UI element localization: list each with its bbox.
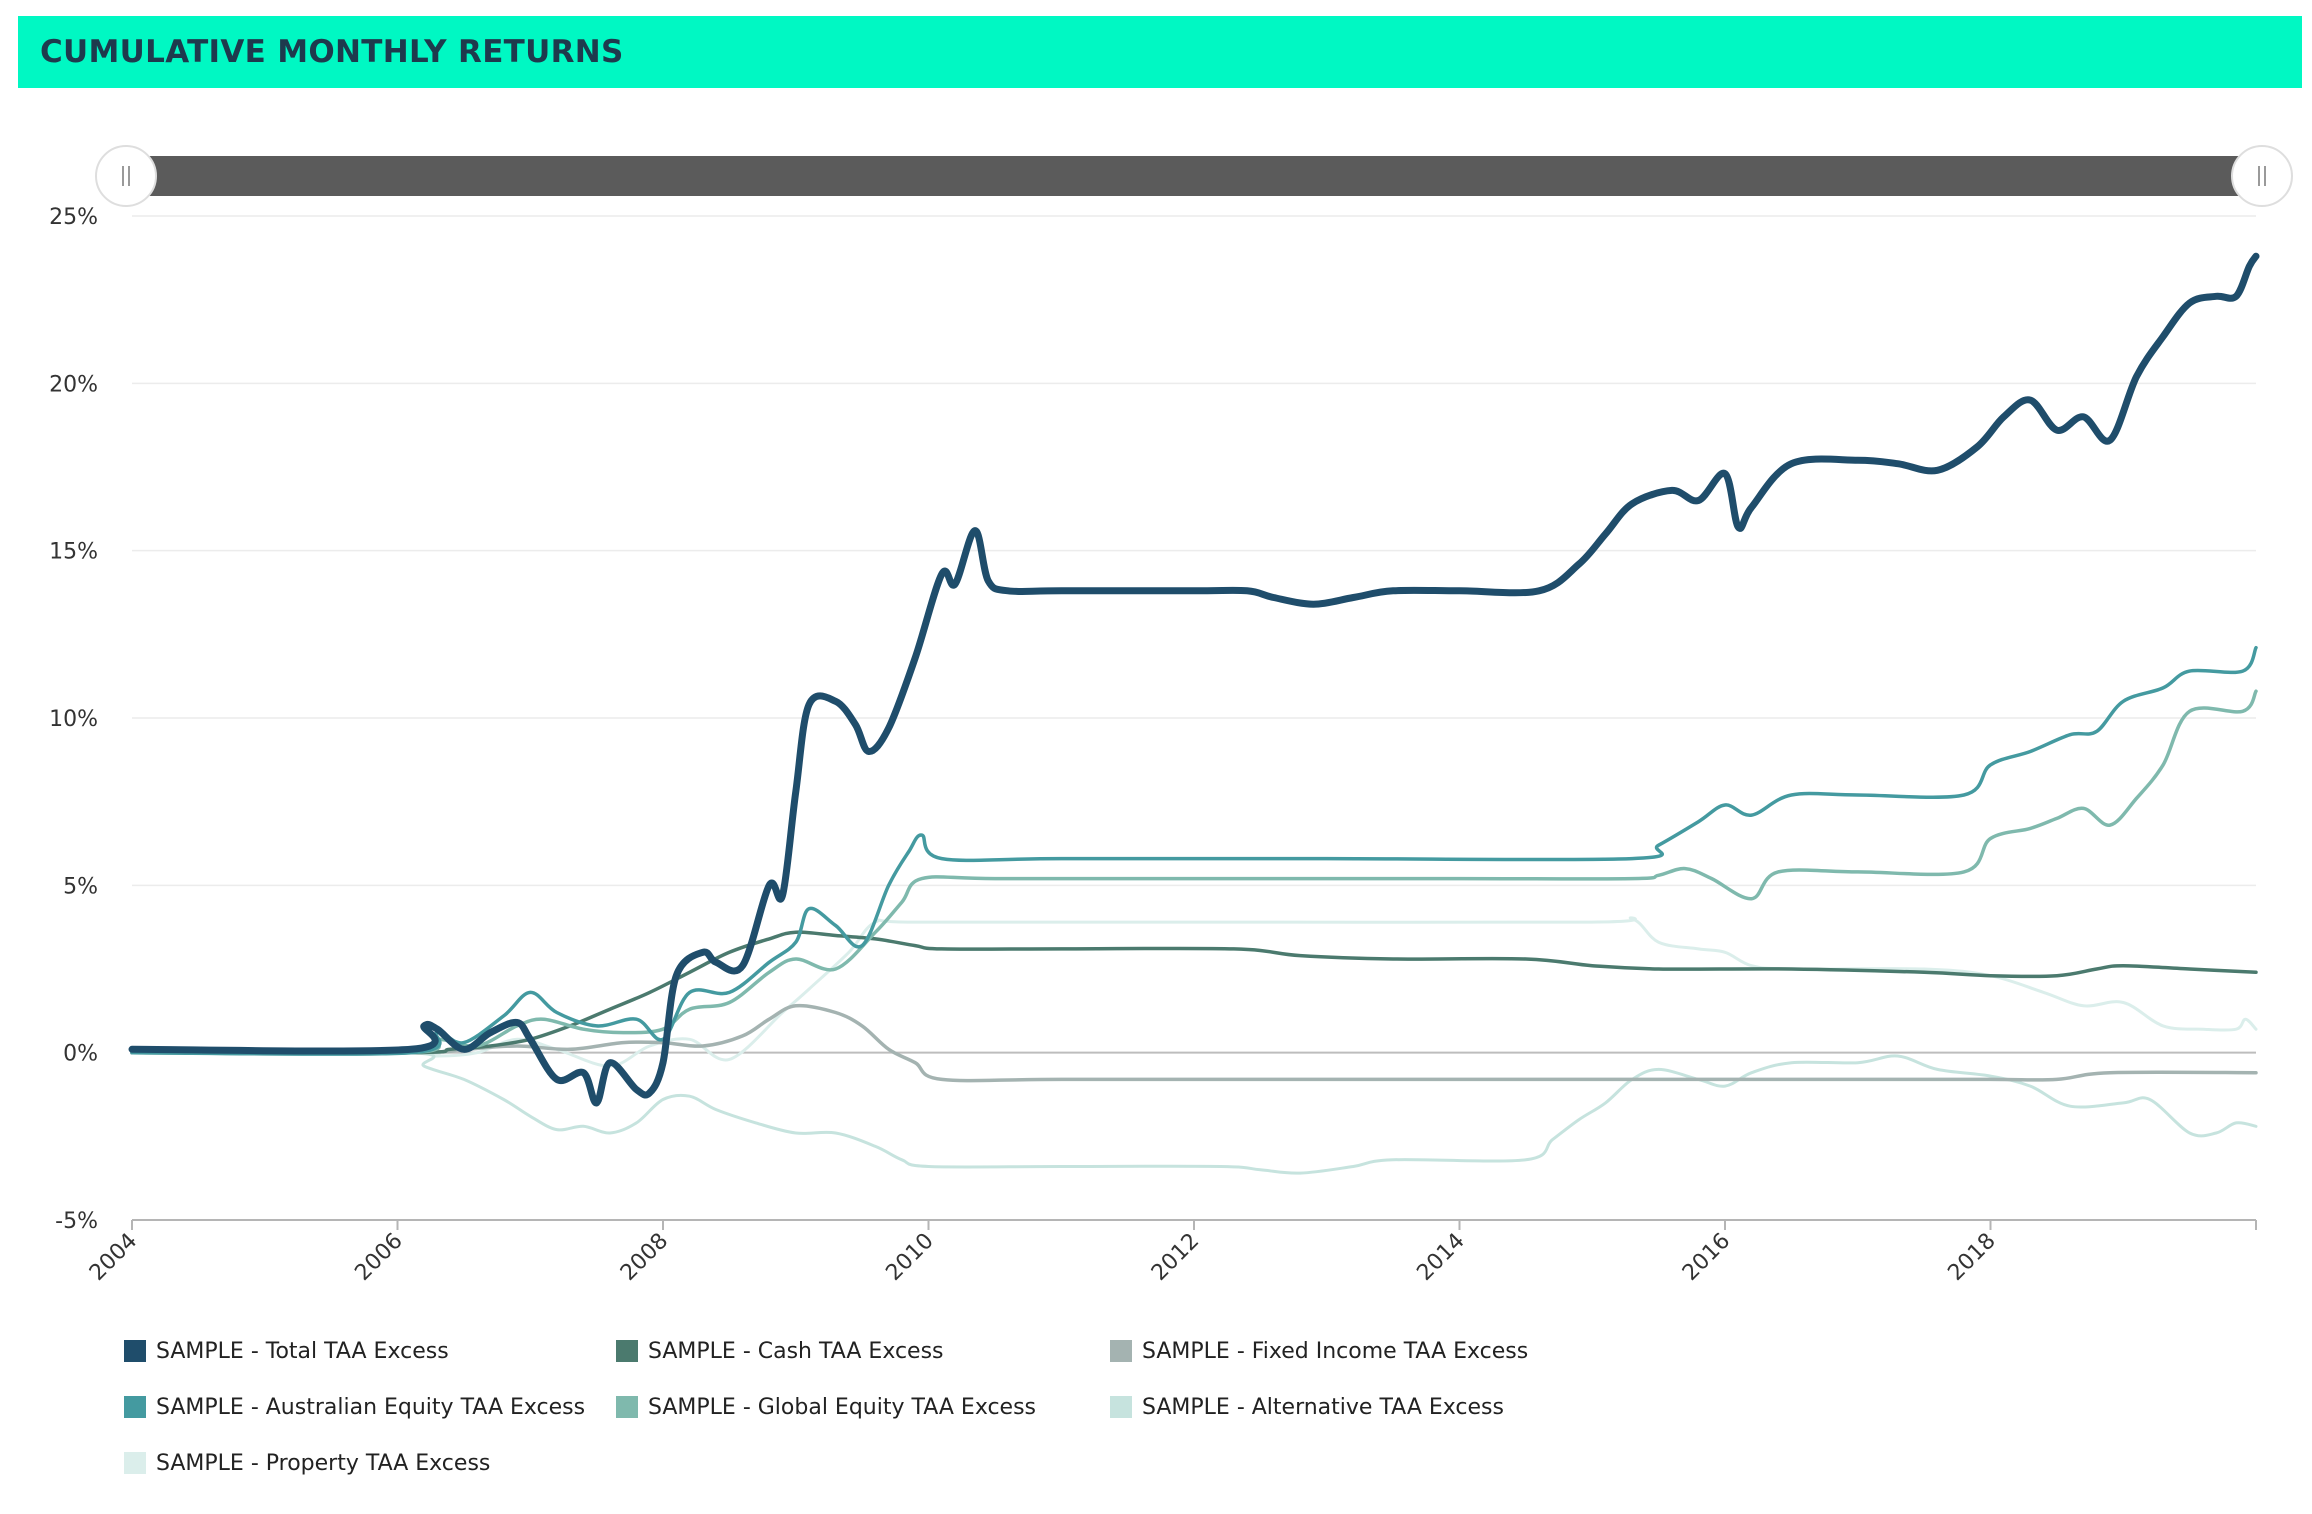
legend-swatch (124, 1452, 146, 1474)
page-title: CUMULATIVE MONTHLY RETURNS (40, 34, 624, 70)
x-tick-label: 2004 (85, 1229, 142, 1286)
range-handle-knob[interactable] (95, 145, 157, 207)
legend-label: SAMPLE - Property TAA Excess (156, 1450, 491, 1476)
legend-label: SAMPLE - Global Equity TAA Excess (648, 1394, 1037, 1420)
legend-item[interactable]: SAMPLE - Fixed Income TAA Excess (1110, 1336, 1528, 1366)
axes: -5% 0% 5% 10% 15% 20% 25% 2004 2006 2008 2010 2012 2… (49, 205, 2257, 1286)
range-navigator[interactable] (95, 145, 2293, 207)
series-line (130, 1003, 2258, 1083)
series-line (130, 1050, 2258, 1175)
y-tick-label: 25% (49, 205, 98, 230)
series-line (130, 645, 2258, 1056)
legend-swatch (124, 1340, 146, 1362)
x-tick-label: 2016 (1678, 1229, 1735, 1286)
series-lines (128, 252, 2260, 1175)
range-navigator-bar[interactable] (128, 156, 2260, 196)
legend: SAMPLE - Total TAA Excess SAMPLE - Cash T… (0, 1320, 2312, 1500)
legend-item[interactable]: SAMPLE - Property TAA Excess (124, 1448, 490, 1478)
legend-label: SAMPLE - Total TAA Excess (156, 1338, 449, 1364)
series-line (130, 930, 2258, 1055)
legend-item[interactable]: SAMPLE - Australian Equity TAA Excess (124, 1392, 585, 1422)
series-line (130, 689, 2258, 1056)
legend-swatch (616, 1340, 638, 1362)
legend-label: SAMPLE - Cash TAA Excess (648, 1338, 944, 1364)
y-tick-label: 5% (63, 874, 98, 899)
legend-label: SAMPLE - Fixed Income TAA Excess (1142, 1338, 1529, 1364)
chart-area: -5% 0% 5% 10% 15% 20% 25% 2004 2006 2008 2010 2012 2… (0, 140, 2312, 1340)
legend-item[interactable]: SAMPLE - Global Equity TAA Excess (616, 1392, 1036, 1422)
legend-swatch (1110, 1340, 1132, 1362)
range-handle-knob[interactable] (2231, 145, 2293, 207)
legend-item[interactable]: SAMPLE - Alternative TAA Excess (1110, 1392, 1504, 1422)
y-tick-label: 20% (49, 372, 98, 397)
legend-swatch (124, 1396, 146, 1418)
line-chart: -5% 0% 5% 10% 15% 20% 25% 2004 2006 2008 2010 2012 2… (49, 145, 2293, 1286)
x-tick-label: 2012 (1147, 1229, 1204, 1286)
legend-label: SAMPLE - Australian Equity TAA Excess (156, 1394, 586, 1420)
x-tick-label: 2018 (1943, 1229, 2000, 1286)
grip-icon (2258, 166, 2266, 186)
x-tick-label: 2010 (881, 1229, 938, 1286)
y-tick-label: 0% (63, 1042, 98, 1067)
legend-swatch (616, 1396, 638, 1418)
range-handle[interactable] (95, 145, 157, 207)
x-tick-label: 2014 (1412, 1229, 1469, 1286)
series-line (128, 252, 2260, 1107)
range-handle[interactable] (2231, 145, 2293, 207)
legend-swatch (1110, 1396, 1132, 1418)
chart-header: CUMULATIVE MONTHLY RETURNS (18, 16, 2302, 88)
legend-label: SAMPLE - Alternative TAA Excess (1142, 1394, 1504, 1420)
x-tick-label: 2008 (616, 1229, 673, 1286)
grip-icon (122, 166, 130, 186)
x-tick-label: 2006 (350, 1229, 407, 1286)
y-tick-label: 10% (49, 707, 98, 732)
y-tick-label: -5% (55, 1209, 98, 1234)
grid-lines (132, 215, 2256, 1221)
legend-item[interactable]: SAMPLE - Total TAA Excess (124, 1336, 449, 1366)
y-tick-label: 15% (49, 540, 98, 565)
legend-item[interactable]: SAMPLE - Cash TAA Excess (616, 1336, 944, 1366)
